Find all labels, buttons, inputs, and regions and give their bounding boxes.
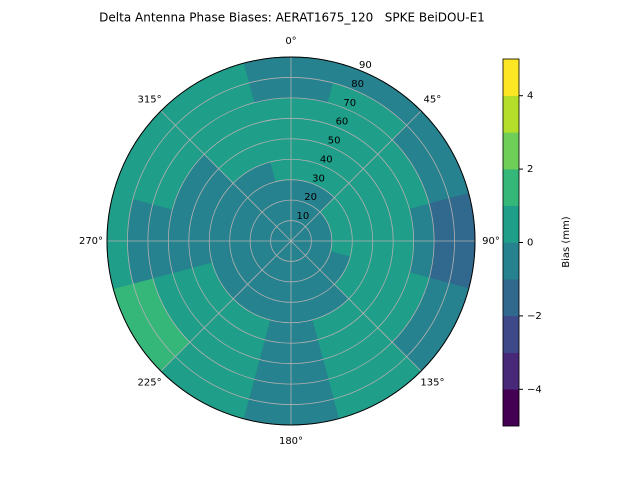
colorbar-label: Bias (mm)	[561, 216, 572, 268]
colorbar-tick-label: 4	[527, 91, 533, 102]
r-tick-label: 10	[296, 211, 309, 222]
theta-tick-label: 315°	[138, 95, 162, 106]
theta-tick-label: 135°	[420, 377, 444, 388]
theta-tick-label: 0°	[285, 36, 296, 47]
colorbar-band	[502, 315, 520, 353]
theta-grid-line	[160, 240, 292, 372]
theta-tick-label: 270°	[79, 236, 103, 247]
colorbar: −4 −2 0 2 4	[502, 58, 542, 427]
colorbar-tick-label: −4	[527, 384, 542, 395]
theta-tick-label: 180°	[279, 436, 303, 447]
colorbar-band	[502, 58, 520, 96]
r-tick-label: 80	[351, 79, 364, 90]
theta-grid-line	[290, 240, 422, 372]
colorbar-band	[502, 205, 520, 243]
colorbar-band	[502, 389, 520, 427]
r-tick-label: 70	[343, 98, 356, 109]
colorbar-band	[502, 168, 520, 207]
theta-tick-label: 225°	[138, 377, 162, 388]
colorbar-tick-label: 0	[527, 238, 533, 249]
polar-frame	[106, 56, 476, 426]
theta-grid-line	[290, 110, 422, 242]
colorbar-band	[502, 242, 520, 280]
r-tick-label: 60	[336, 117, 349, 128]
theta-grid-line	[160, 110, 292, 242]
theta-tick-label: 45°	[424, 95, 442, 106]
colorbar-band	[502, 278, 520, 317]
chart-title: Delta Antenna Phase Biases: AERAT1675_12…	[99, 11, 485, 25]
colorbar-band	[502, 95, 520, 133]
theta-tick-label: 90°	[482, 236, 500, 247]
r-tick-label: 90	[359, 60, 372, 71]
r-tick-label: 40	[320, 154, 333, 165]
colorbar-band	[502, 132, 520, 170]
colorbar-tick-label: −2	[527, 311, 542, 322]
r-tick-label: 30	[312, 173, 325, 184]
r-tick-label: 50	[328, 136, 341, 147]
colorbar-band	[502, 352, 520, 390]
colorbar-tick-label: 2	[527, 164, 533, 175]
r-tick-label: 20	[304, 192, 317, 203]
